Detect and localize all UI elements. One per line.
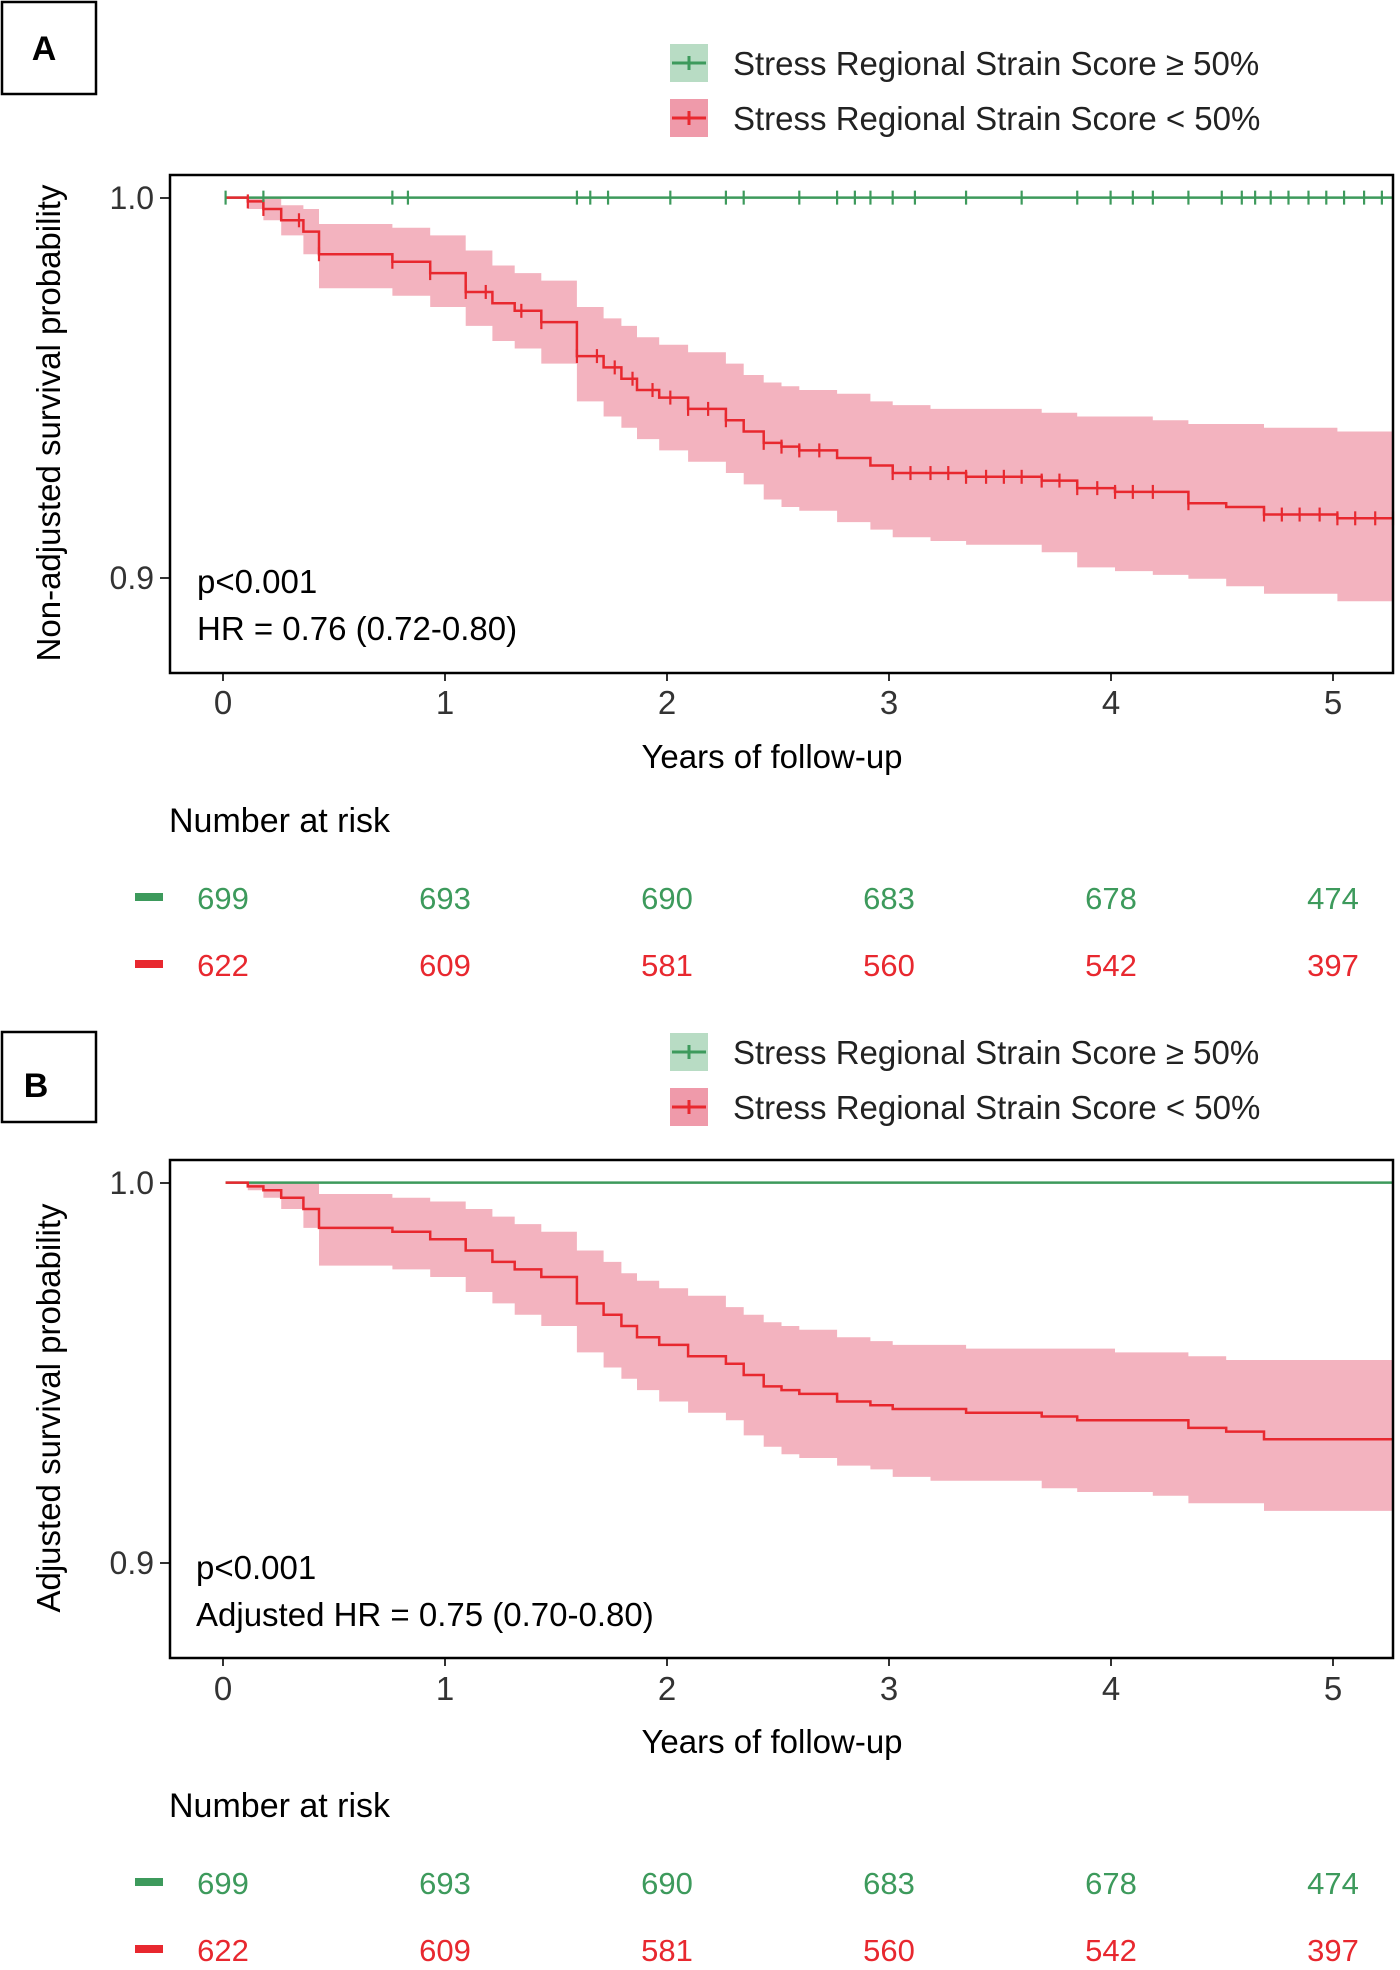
risk-table: Number at risk 699 693 690 683 678 474 6…: [135, 1787, 1359, 1968]
risk-row-key-red: [135, 1945, 163, 1953]
legend-key-red: [670, 99, 708, 137]
legend: Stress Regional Strain Score ≥ 50% Stres…: [670, 44, 1260, 137]
survival-lines: [225, 1181, 1393, 1441]
ci-bands: [225, 197, 1394, 602]
risk-count: 581: [641, 1933, 693, 1968]
legend-label-red: Stress Regional Strain Score < 50%: [733, 1089, 1260, 1126]
x-tick-label: 0: [214, 684, 232, 721]
x-tick-label: 5: [1324, 1670, 1342, 1707]
y-axis-title: Non-adjusted survival probability: [30, 184, 67, 661]
ci-band: [225, 1182, 1394, 1511]
plot-frame: [168, 173, 1395, 675]
hazard-ratio: HR = 0.76 (0.72-0.80): [197, 610, 517, 647]
survival-line: [225, 1181, 1393, 1441]
y-tick-label: 1.0: [110, 180, 154, 216]
ci-bands: [225, 1182, 1394, 1511]
legend-label-green: Stress Regional Strain Score ≥ 50%: [733, 1034, 1259, 1071]
x-ticks: 0 1 2 3 4 5: [214, 673, 1342, 721]
risk-count: 683: [863, 881, 915, 916]
legend-label-green: Stress Regional Strain Score ≥ 50%: [733, 45, 1259, 82]
risk-count: 683: [863, 1866, 915, 1901]
censor-marks: [224, 190, 1395, 526]
risk-table-row-red: 622 609 581 560 542 397: [197, 1933, 1359, 1968]
x-tick-label: 4: [1102, 1670, 1120, 1707]
legend-key-red: [670, 1088, 708, 1126]
risk-table-title: Number at risk: [169, 802, 391, 840]
y-axis-title: Adjusted survival probability: [30, 1203, 67, 1613]
x-tick-label: 3: [880, 684, 898, 721]
risk-count: 397: [1307, 1933, 1359, 1968]
risk-table-row-green: 699 693 690 683 678 474: [197, 881, 1359, 916]
hazard-ratio: Adjusted HR = 0.75 (0.70-0.80): [196, 1596, 654, 1633]
x-tick-label: 2: [658, 1670, 676, 1707]
risk-count: 693: [419, 1866, 471, 1901]
risk-table-row-red: 622 609 581 560 542 397: [197, 948, 1359, 983]
risk-row-key-green: [135, 1878, 163, 1886]
x-tick-label: 2: [658, 684, 676, 721]
panel-label: A: [32, 30, 57, 68]
panel-a: A Stress Regional Strain Score ≥ 50% Str…: [0, 0, 1395, 983]
risk-count: 678: [1085, 1866, 1137, 1901]
ci-band: [225, 197, 1394, 602]
x-ticks: 0 1 2 3 4 5: [214, 1658, 1342, 1707]
risk-count: 699: [197, 1866, 249, 1901]
risk-count: 609: [419, 1933, 471, 1968]
risk-count: 609: [419, 948, 471, 983]
risk-count: 542: [1085, 948, 1137, 983]
legend-label-red: Stress Regional Strain Score < 50%: [733, 100, 1260, 137]
risk-count: 699: [197, 881, 249, 916]
x-tick-label: 4: [1102, 684, 1120, 721]
risk-count: 693: [419, 881, 471, 916]
risk-count: 474: [1307, 881, 1359, 916]
y-tick-label: 1.0: [110, 1165, 154, 1201]
risk-count: 581: [641, 948, 693, 983]
x-tick-label: 1: [436, 1670, 454, 1707]
risk-table-title: Number at risk: [169, 1787, 391, 1825]
p-value: p<0.001: [196, 1549, 316, 1586]
x-tick-label: 0: [214, 1670, 232, 1707]
risk-table-row-green: 699 693 690 683 678 474: [197, 1866, 1359, 1901]
plot-area: p<0.001 HR = 0.76 (0.72-0.80): [168, 173, 1395, 675]
legend-key-green: [670, 1033, 708, 1071]
y-tick-label: 0.9: [110, 560, 154, 596]
risk-count: 560: [863, 1933, 915, 1968]
risk-table: Number at risk 699 693 690 683 678 474 6…: [135, 802, 1359, 983]
y-tick-label: 0.9: [110, 1545, 154, 1581]
panel-label-box: B: [0, 1030, 98, 1124]
plot-area: p<0.001 Adjusted HR = 0.75 (0.70-0.80): [168, 1158, 1395, 1660]
risk-count: 678: [1085, 881, 1137, 916]
risk-count: 474: [1307, 1866, 1359, 1901]
panel-label-box: A: [0, 0, 98, 96]
risk-count: 690: [641, 881, 693, 916]
risk-count: 622: [197, 948, 249, 983]
x-tick-label: 1: [436, 684, 454, 721]
risk-row-key-green: [135, 893, 163, 901]
p-value: p<0.001: [197, 563, 317, 600]
risk-count: 397: [1307, 948, 1359, 983]
legend: Stress Regional Strain Score ≥ 50% Stres…: [670, 1033, 1260, 1126]
plot-frame: [168, 1158, 1395, 1660]
legend-key-green: [670, 44, 708, 82]
risk-count: 542: [1085, 1933, 1137, 1968]
risk-count: 560: [863, 948, 915, 983]
x-tick-label: 3: [880, 1670, 898, 1707]
x-axis-title: Years of follow-up: [641, 1723, 902, 1760]
risk-row-key-red: [135, 960, 163, 968]
panel-b: B Stress Regional Strain Score ≥ 50% Str…: [0, 1030, 1395, 1968]
panel-label: B: [24, 1067, 49, 1105]
risk-count: 622: [197, 1933, 249, 1968]
x-tick-label: 5: [1324, 684, 1342, 721]
risk-count: 690: [641, 1866, 693, 1901]
x-axis-title: Years of follow-up: [641, 738, 902, 775]
